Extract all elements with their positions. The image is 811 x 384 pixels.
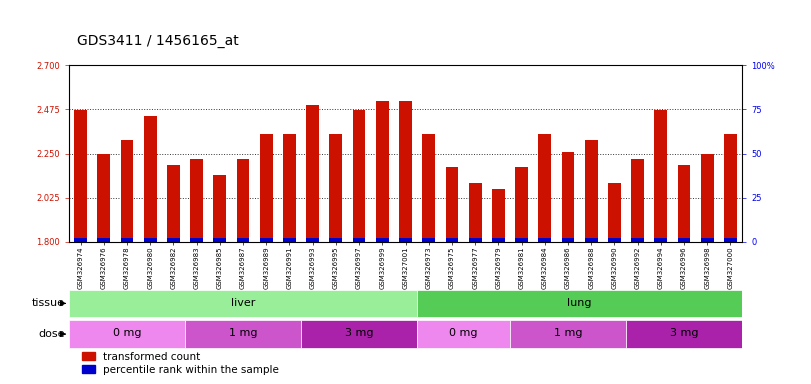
Bar (191, 238, 203, 242)
Bar (561, 152, 574, 242)
Bar (185, 320, 301, 348)
Bar (654, 238, 667, 242)
Bar (678, 166, 690, 242)
Bar (97, 238, 110, 242)
Bar (376, 238, 388, 242)
Text: 1 mg: 1 mg (229, 328, 257, 338)
Bar (515, 238, 528, 242)
Bar (144, 238, 157, 242)
Bar (307, 238, 319, 242)
Bar (417, 290, 742, 317)
Text: 1 mg: 1 mg (554, 328, 582, 338)
Bar (515, 167, 528, 242)
Bar (121, 140, 133, 242)
Bar (97, 154, 110, 242)
Bar (260, 134, 272, 242)
Bar (237, 159, 250, 242)
Bar (167, 166, 180, 242)
Bar (423, 134, 435, 242)
Text: liver: liver (231, 298, 255, 308)
Bar (701, 154, 714, 242)
Text: 0 mg: 0 mg (449, 328, 478, 338)
Bar (417, 320, 510, 348)
Bar (469, 183, 482, 242)
Bar (353, 238, 366, 242)
Bar (283, 134, 296, 242)
Text: 3 mg: 3 mg (345, 328, 373, 338)
Text: 0 mg: 0 mg (113, 328, 141, 338)
Bar (423, 238, 435, 242)
Bar (469, 238, 482, 242)
Bar (608, 183, 620, 242)
Bar (329, 134, 342, 242)
Text: dose: dose (38, 329, 65, 339)
Bar (283, 238, 296, 242)
Bar (724, 134, 737, 242)
Bar (585, 140, 598, 242)
Text: 3 mg: 3 mg (670, 328, 698, 338)
Bar (510, 320, 626, 348)
Bar (445, 167, 458, 242)
Bar (167, 238, 180, 242)
Bar (631, 159, 644, 242)
Bar (492, 189, 504, 242)
Bar (539, 134, 551, 242)
Bar (213, 175, 226, 242)
Bar (144, 116, 157, 242)
Bar (69, 320, 185, 348)
Bar (678, 238, 690, 242)
Bar (353, 111, 366, 242)
Legend: transformed count, percentile rank within the sample: transformed count, percentile rank withi… (82, 352, 279, 375)
Bar (191, 159, 203, 242)
Bar (561, 238, 574, 242)
Bar (539, 238, 551, 242)
Bar (701, 238, 714, 242)
Bar (399, 101, 412, 242)
Bar (445, 238, 458, 242)
Bar (608, 238, 620, 242)
Bar (399, 238, 412, 242)
Text: tissue: tissue (32, 298, 65, 308)
Bar (724, 238, 737, 242)
Bar (237, 238, 250, 242)
Bar (121, 238, 133, 242)
Bar (69, 290, 417, 317)
Bar (654, 111, 667, 242)
Bar (307, 104, 319, 242)
Bar (74, 238, 87, 242)
Bar (376, 101, 388, 242)
Bar (585, 238, 598, 242)
Text: GDS3411 / 1456165_at: GDS3411 / 1456165_at (77, 34, 238, 48)
Bar (329, 238, 342, 242)
Bar (260, 238, 272, 242)
Bar (74, 111, 87, 242)
Bar (213, 238, 226, 242)
Bar (301, 320, 417, 348)
Bar (492, 238, 504, 242)
Bar (626, 320, 742, 348)
Text: lung: lung (568, 298, 592, 308)
Bar (631, 238, 644, 242)
